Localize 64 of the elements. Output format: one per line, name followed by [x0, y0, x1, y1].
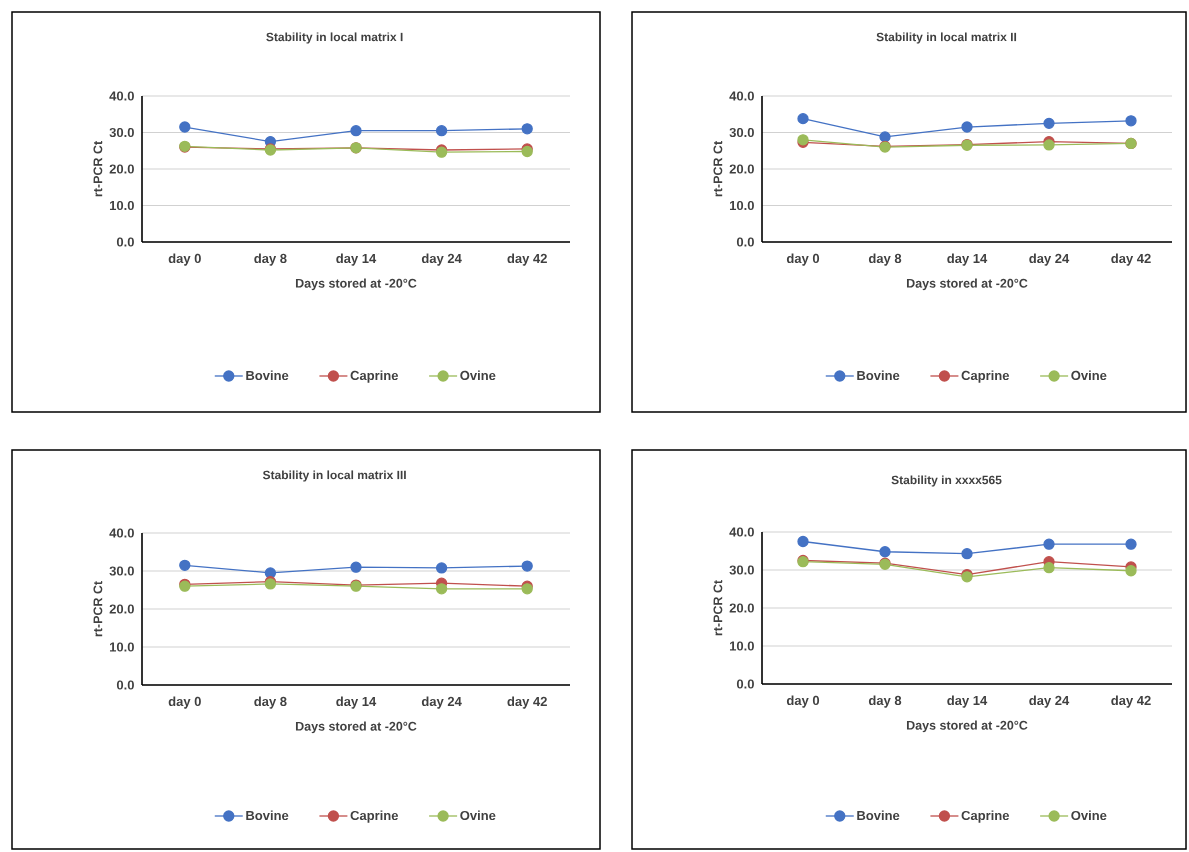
x-tick-label: day 14 [336, 253, 377, 266]
x-tick-label: day 42 [1111, 695, 1151, 708]
legend-label: Ovine [1071, 370, 1107, 381]
y-tick-label: 0.0 [736, 237, 754, 247]
x-tick-label: day 0 [168, 253, 201, 266]
x-tick-label: day 24 [1029, 695, 1070, 708]
y-tick-label: 30.0 [109, 566, 134, 576]
y-tick-label: 20.0 [109, 604, 134, 614]
legend-label: Bovine [246, 810, 289, 821]
y-tick-label: 40.0 [729, 527, 754, 537]
chart-title: Stability in local matrix III [262, 470, 406, 482]
y-tick-label: 10.0 [729, 641, 754, 651]
y-tick-label: 0.0 [736, 679, 754, 689]
x-tick-label: day 0 [786, 253, 820, 266]
x-tick-label: day 24 [421, 696, 462, 709]
y-tick-label: 30.0 [729, 127, 754, 138]
legend-label: Bovine [857, 370, 900, 381]
x-tick-label: day 24 [421, 253, 462, 266]
x-axis-title: Days stored at -20°C [906, 278, 1028, 291]
x-tick-label: day 42 [1111, 253, 1151, 266]
y-tick-label: 40.0 [109, 528, 134, 538]
legend-label: Caprine [350, 370, 399, 383]
y-tick-label: 10.0 [729, 200, 754, 211]
y-tick-label: 30.0 [109, 127, 134, 138]
legend-label: Ovine [460, 810, 496, 821]
x-tick-label: day 42 [507, 696, 547, 709]
y-tick-label: 10.0 [109, 200, 134, 211]
y-tick-label: 20.0 [729, 603, 754, 613]
x-tick-label: day 8 [868, 695, 902, 708]
x-tick-label: day 0 [168, 696, 201, 709]
x-axis-title: Days stored at -20°C [906, 720, 1028, 733]
legend-label: Caprine [961, 810, 1010, 823]
legend-label: Caprine [350, 810, 399, 823]
y-tick-label: 30.0 [729, 565, 754, 575]
x-axis-title: Days stored at -20°C [295, 278, 417, 291]
y-axis-title: rt-PCR Ct [713, 580, 723, 636]
y-tick-label: 40.0 [729, 91, 754, 101]
x-tick-label: day 0 [786, 695, 820, 708]
chart-title: Stability in xxxx565 [891, 475, 1002, 487]
x-tick-label: day 8 [254, 253, 287, 266]
y-tick-label: 20.0 [109, 164, 134, 174]
legend-label: Caprine [961, 370, 1010, 383]
y-tick-label: 10.0 [109, 642, 134, 652]
y-tick-label: 20.0 [729, 164, 754, 174]
legend-label: Ovine [1071, 810, 1107, 821]
y-axis-title: rt-PCR Ct [93, 581, 103, 637]
legend-label: Ovine [460, 370, 496, 381]
x-tick-label: day 14 [336, 696, 377, 709]
y-axis-title: rt-PCR Ct [93, 141, 103, 197]
x-tick-label: day 14 [947, 253, 988, 266]
legend-label: Bovine [857, 810, 900, 821]
chart-title: Stability in local matrix II [876, 32, 1017, 44]
x-tick-label: day 42 [507, 253, 547, 266]
y-axis-title: rt-PCR Ct [713, 141, 723, 197]
x-tick-label: day 8 [868, 253, 902, 266]
chart-title: Stability in local matrix I [266, 32, 403, 44]
x-tick-label: day 8 [254, 696, 287, 709]
x-axis-title: Days stored at -20°C [295, 721, 417, 734]
y-tick-label: 0.0 [116, 237, 134, 247]
legend-label: Bovine [246, 370, 289, 381]
x-tick-label: day 14 [947, 695, 988, 708]
x-tick-label: day 24 [1029, 253, 1070, 266]
y-tick-label: 0.0 [116, 680, 134, 690]
y-tick-label: 40.0 [109, 91, 134, 101]
